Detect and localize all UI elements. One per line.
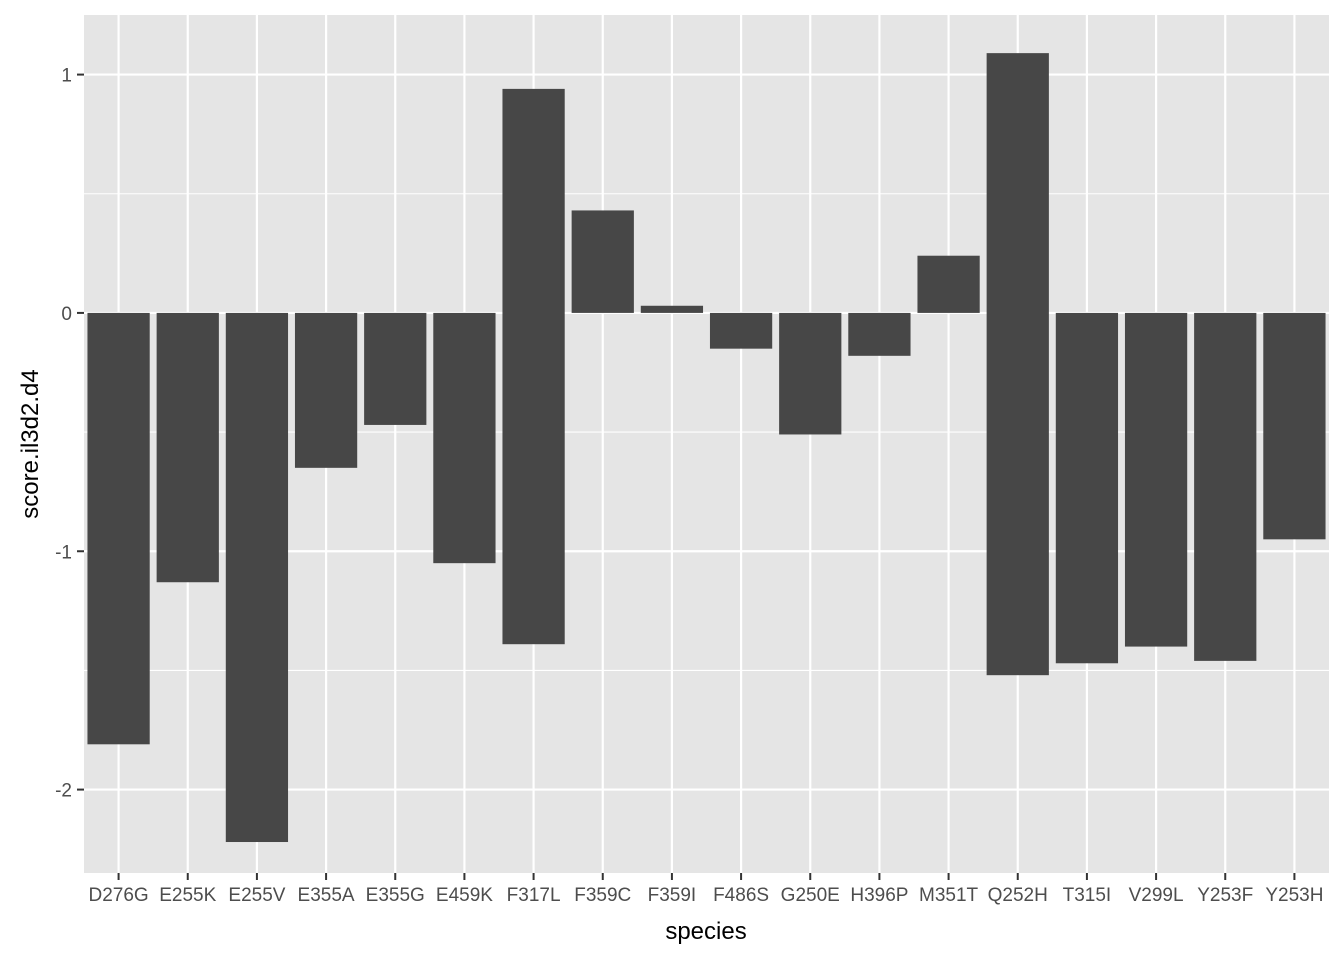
- bars: [87, 53, 1326, 843]
- y-axis-title: score.il3d2.d4: [17, 369, 44, 518]
- x-tick-label: M351T: [919, 885, 979, 906]
- plot-panel: [84, 15, 1329, 873]
- x-axis: D276G E255K E255V E355A E355G E459K F317L F359C…: [88, 873, 1323, 906]
- x-tick-label: E255V: [228, 885, 285, 906]
- bar-y253f: [1194, 312, 1257, 661]
- x-tick-label: T315I: [1063, 885, 1112, 906]
- x-tick-label: Q252H: [988, 885, 1048, 906]
- bar-f486s: [709, 312, 773, 349]
- bar-e459k: [433, 312, 496, 564]
- x-tick-label: V299L: [1129, 885, 1184, 906]
- bar-g250e: [779, 312, 842, 435]
- x-tick-label: H396P: [850, 885, 908, 906]
- x-tick-label: G250E: [781, 885, 840, 906]
- x-tick-label: Y253F: [1197, 885, 1253, 906]
- bar-v299l: [1124, 312, 1188, 647]
- y-tick-label: 1: [61, 66, 72, 87]
- bar-y253h: [1263, 312, 1326, 540]
- bar-m351t: [917, 255, 980, 313]
- y-axis: -2 -1 0 1: [55, 66, 84, 802]
- bar-f317l: [502, 88, 565, 645]
- bar-q252h: [986, 53, 1049, 676]
- y-tick-label: 0: [61, 304, 72, 325]
- x-axis-title: species: [665, 918, 746, 945]
- bar-e255v: [225, 312, 289, 843]
- x-tick-label: F359C: [574, 885, 631, 906]
- y-tick-label: -1: [55, 542, 72, 563]
- bar-d276g: [87, 312, 150, 745]
- bar-t315i: [1055, 312, 1119, 664]
- x-tick-label: Y253H: [1265, 885, 1323, 906]
- x-tick-label: D276G: [88, 885, 148, 906]
- x-tick-label: E355G: [366, 885, 425, 906]
- x-tick-label: E255K: [159, 885, 216, 906]
- x-tick-label: E355A: [298, 885, 355, 906]
- bar-h396p: [848, 312, 911, 356]
- bar-e255k: [156, 312, 219, 583]
- minor-gridlines: [84, 193, 1329, 671]
- x-tick-label: F317L: [507, 885, 561, 906]
- x-tick-label: E459K: [436, 885, 493, 906]
- bar-e355g: [364, 312, 427, 425]
- bar-e355a: [294, 312, 358, 468]
- bar-f359i: [640, 305, 704, 313]
- y-tick-label: -2: [55, 781, 72, 802]
- bar-f359c: [571, 210, 634, 313]
- x-tick-label: F486S: [713, 885, 769, 906]
- x-tick-label: F359I: [648, 885, 697, 906]
